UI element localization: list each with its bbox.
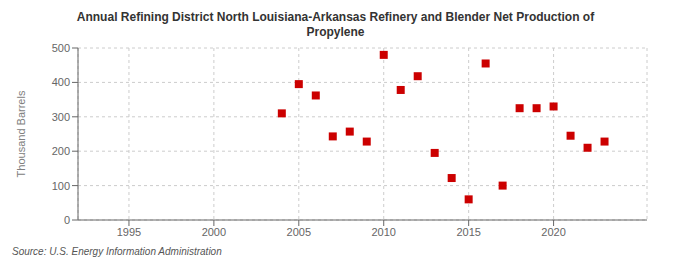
html-text:Propylene: Propylene — [306, 25, 365, 39]
svg-text:Thousand Barrels: Thousand Barrels — [15, 90, 27, 177]
svg-text:2020: 2020 — [541, 226, 565, 238]
svg-text:300: 300 — [52, 111, 70, 123]
svg-text:100: 100 — [52, 180, 70, 192]
svg-text:2010: 2010 — [371, 226, 395, 238]
svg-text:1995: 1995 — [117, 226, 141, 238]
html-text:Annual Refining District North: Annual Refining District North Louisiana… — [76, 10, 595, 24]
svg-text:0: 0 — [64, 214, 70, 226]
svg-text:2015: 2015 — [456, 226, 480, 238]
svg-text:400: 400 — [52, 76, 70, 88]
svg-text:500: 500 — [52, 42, 70, 54]
html-text:Source: U.S. Energy Informatio: Source: U.S. Energy Information Administ… — [12, 246, 222, 257]
svg-text:2000: 2000 — [202, 226, 226, 238]
svg-text:2005: 2005 — [287, 226, 311, 238]
svg-text:200: 200 — [52, 145, 70, 157]
